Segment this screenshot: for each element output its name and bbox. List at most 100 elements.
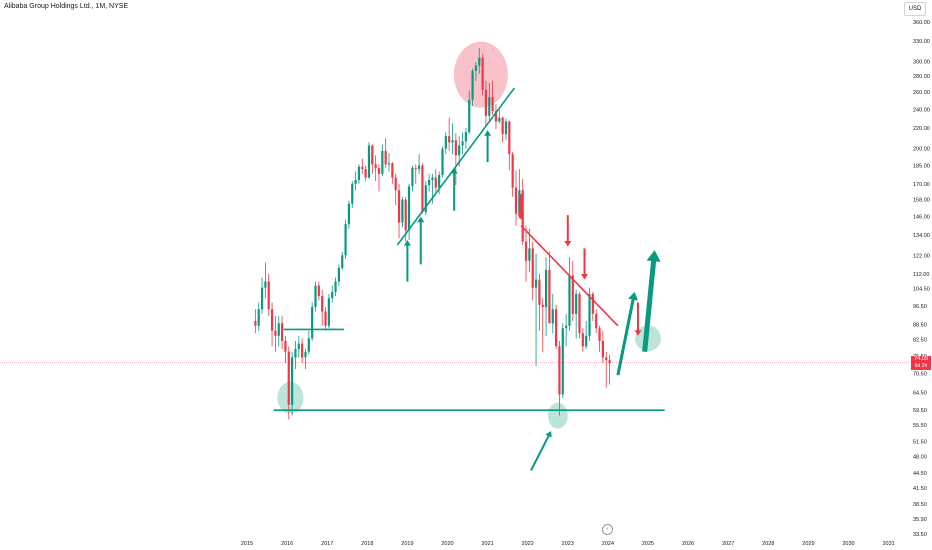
candle-body	[304, 351, 307, 358]
candle-body	[595, 313, 598, 329]
candle-body	[548, 269, 551, 324]
time-axis[interactable]: 2015 2016 2017 2018 2019 2020 2021 2022 2023 2024…	[241, 541, 895, 547]
candle-body	[538, 279, 541, 305]
candle-body	[387, 163, 391, 165]
candle-body	[571, 275, 574, 314]
candle-body	[491, 97, 494, 112]
candle-body	[438, 175, 441, 188]
candle-body	[337, 268, 340, 282]
candle-body	[391, 163, 394, 178]
y-tick-label: 170.00	[913, 182, 930, 188]
candle-body	[518, 190, 521, 214]
candle-body	[324, 311, 327, 326]
candle-body	[341, 255, 344, 269]
y-tick-label: 220.00	[913, 126, 930, 132]
candle-body	[474, 65, 478, 71]
candle-body	[555, 309, 558, 347]
candle-body	[364, 169, 367, 178]
candle-body	[431, 177, 434, 181]
candle-body	[414, 167, 417, 170]
candle-body	[331, 291, 334, 299]
arrow-down-2	[564, 215, 572, 247]
y-tick-label: 82.50	[913, 338, 927, 344]
candle-body	[508, 121, 511, 155]
candle-body	[411, 167, 414, 187]
candle-body	[588, 293, 591, 336]
y-tick-label: 146.00	[913, 215, 930, 221]
candles	[254, 48, 611, 420]
currency-selector[interactable]: USD	[904, 2, 926, 16]
candle-body	[541, 304, 544, 307]
candle-body	[601, 340, 604, 358]
line-annotations	[273, 87, 665, 411]
rising-trendline	[396, 87, 515, 246]
y-tick-label: 64.50	[913, 391, 927, 397]
candle-body	[461, 141, 464, 146]
candle-body	[511, 154, 514, 188]
candle-body	[458, 145, 461, 156]
arrow-up-3	[450, 167, 458, 211]
candle-body	[417, 165, 421, 170]
candle-body	[608, 360, 611, 363]
y-tick-label: 112.00	[913, 272, 929, 278]
candle-body	[351, 183, 354, 204]
x-tick-label: 2022	[522, 541, 534, 547]
candle-body	[444, 136, 447, 149]
candle-body	[454, 140, 457, 156]
candle-body	[514, 187, 518, 214]
y-tick-label: 44.50	[913, 471, 927, 477]
candle-body	[260, 287, 264, 310]
y-tick-label: 122.00	[913, 253, 930, 259]
candle-body	[314, 285, 317, 307]
y-tick-label: 134.00	[913, 233, 930, 239]
y-tick-label: 330.00	[913, 39, 930, 45]
x-tick-label: 2017	[321, 541, 333, 547]
candle-body	[334, 281, 337, 292]
candle-body	[504, 121, 508, 135]
candle-body	[377, 167, 381, 174]
candle-body	[488, 97, 491, 116]
candle-body	[448, 136, 451, 143]
candle-body	[347, 203, 351, 225]
tradingview-logo-icon: ◐	[602, 524, 613, 535]
x-tick-label: 2023	[562, 541, 574, 547]
y-tick-label: 88.50	[913, 323, 927, 329]
candle-body	[301, 343, 304, 358]
candle-body	[578, 293, 581, 334]
candle-body	[585, 335, 588, 347]
candle-body	[401, 199, 404, 223]
candle-body	[291, 357, 294, 405]
y-tick-label: 185.00	[913, 164, 930, 170]
y-tick-label: 360.00	[913, 20, 930, 26]
candle-body	[374, 164, 377, 168]
candle-body	[294, 349, 297, 358]
candle-body	[274, 330, 277, 336]
x-tick-label: 2020	[441, 541, 453, 547]
x-tick-label: 2024	[602, 541, 614, 547]
candle-body	[451, 140, 454, 143]
arrow-up-2	[417, 216, 425, 265]
candle-body	[257, 309, 260, 326]
arrow-up-diag-1	[530, 431, 552, 471]
candle-body	[384, 150, 387, 165]
x-tick-label: 2029	[802, 541, 814, 547]
candle-body	[481, 57, 484, 90]
candle-body	[528, 248, 531, 261]
candle-body	[307, 338, 310, 352]
candle-body	[254, 320, 257, 326]
candle-body	[565, 325, 568, 329]
circle-annotations	[277, 41, 661, 429]
candle-body	[270, 309, 274, 331]
candle-body	[367, 145, 371, 178]
current-price-label: 74.09	[911, 355, 931, 363]
candle-body	[280, 323, 284, 341]
candle-body	[284, 340, 287, 352]
x-tick-label: 2030	[842, 541, 854, 547]
candle-body	[404, 199, 407, 231]
candle-body	[568, 275, 571, 326]
arrow-up-diag-2	[616, 291, 638, 376]
candle-body	[394, 177, 397, 191]
candle-body	[361, 166, 364, 170]
candle-body	[264, 281, 267, 288]
